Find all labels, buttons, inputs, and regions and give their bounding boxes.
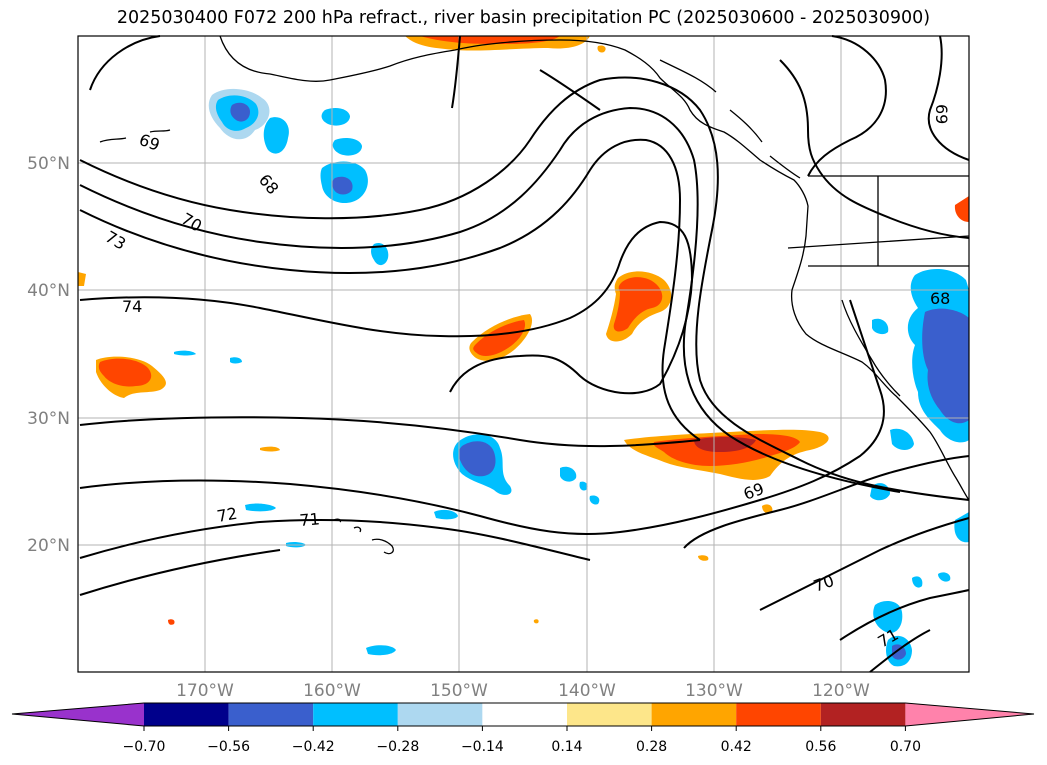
precip-patch: [938, 572, 951, 582]
colorbar-tick-label: −0.56: [207, 739, 250, 755]
colorbar-tick-label: −0.28: [376, 739, 419, 755]
colorbar-tick-label: −0.14: [461, 739, 504, 755]
contour-label: 74: [122, 297, 142, 316]
colorbar-extend-high: [905, 703, 1034, 726]
colorbar: −0.70 −0.56 −0.42 −0.28 −0.14 0.14 0.28 …: [11, 702, 1035, 755]
precip-patch: [98, 358, 152, 387]
map-frame: [77, 35, 970, 673]
precip-patch: [892, 644, 906, 660]
precip-patch: [174, 350, 196, 356]
colorbar-tick-label: 0.70: [890, 739, 921, 755]
precip-patch: [263, 117, 289, 154]
colorbar-segment: [228, 703, 314, 726]
negative-precip-areas: [174, 88, 969, 667]
precip-patch: [458, 441, 496, 477]
precip-patch: [912, 576, 923, 588]
colorbar-segment: [651, 703, 737, 726]
precip-patch: [762, 504, 773, 514]
precip-patch: [332, 176, 353, 195]
precip-patch: [597, 45, 606, 53]
precip-patch: [434, 509, 458, 520]
lon-label: 120°W: [812, 681, 870, 701]
precip-patch: [560, 466, 577, 482]
colorbar-tick-label: −0.42: [292, 739, 335, 755]
lon-label: 140°W: [558, 681, 616, 701]
precip-patch: [873, 600, 903, 633]
colorbar-segment: [482, 703, 567, 726]
precip-patch: [371, 242, 389, 266]
contour-label: 69: [932, 104, 951, 124]
colorbar-segment: [567, 703, 652, 726]
precip-patch: [922, 308, 969, 424]
colorbar-tick-label: 0.42: [721, 739, 752, 755]
lon-labels: 170°W 160°W 150°W 140°W 130°W 120°W: [176, 681, 870, 701]
precip-patch: [230, 357, 242, 364]
lat-label: 30°N: [27, 409, 70, 429]
precip-patch: [245, 503, 276, 512]
precip-patch: [872, 318, 889, 335]
positive-precip-areas: [78, 36, 969, 625]
colorbar-tick-label: −0.70: [123, 739, 166, 755]
colorbar-segment: [144, 703, 229, 726]
map-title: 2025030400 F072 200 hPa refract., river …: [116, 8, 931, 28]
lat-label: 50°N: [27, 154, 70, 174]
precip-patch: [698, 555, 709, 561]
precip-patch: [954, 196, 969, 222]
precip-patch: [579, 481, 588, 491]
contour-label: 68: [930, 289, 950, 308]
lat-labels: 50°N 40°N 30°N 20°N: [27, 154, 70, 556]
precip-patch: [366, 645, 396, 656]
colorbar-tick-label: 0.56: [805, 739, 836, 755]
lat-label: 20°N: [27, 536, 70, 556]
contour-label: 72: [215, 504, 238, 526]
precip-patch: [332, 138, 362, 156]
colorbar-tick-label: 0.28: [636, 739, 667, 755]
colorbar-tick-label: 0.14: [551, 739, 582, 755]
lon-label: 160°W: [303, 681, 361, 701]
precip-patch: [168, 619, 175, 625]
precip-patch: [260, 446, 280, 452]
precip-patch: [321, 108, 350, 126]
lon-label: 170°W: [176, 681, 234, 701]
precip-patch: [890, 428, 914, 450]
colorbar-segment: [820, 703, 906, 726]
lat-label: 40°N: [27, 281, 70, 301]
precip-patch: [230, 102, 250, 122]
precip-patch: [694, 437, 756, 452]
map-panel: 69 68 70 73 74 72 71 69 69 70 71 68: [77, 35, 970, 673]
colorbar-extend-low: [12, 703, 144, 726]
precip-patch: [613, 277, 663, 332]
colorbar-segment: [313, 703, 398, 726]
precip-patch: [533, 619, 539, 624]
precip-patch: [420, 36, 560, 44]
refractivity-contours: [79, 35, 970, 673]
contour-label: 71: [299, 509, 321, 530]
lon-label: 150°W: [430, 681, 488, 701]
coastlines: [99, 35, 970, 555]
precip-patch: [473, 320, 526, 356]
colorbar-segment: [397, 703, 483, 726]
lon-label: 130°W: [685, 681, 743, 701]
colorbar-segment: [736, 703, 821, 726]
precip-patch: [78, 272, 86, 286]
precip-patch: [589, 495, 600, 505]
